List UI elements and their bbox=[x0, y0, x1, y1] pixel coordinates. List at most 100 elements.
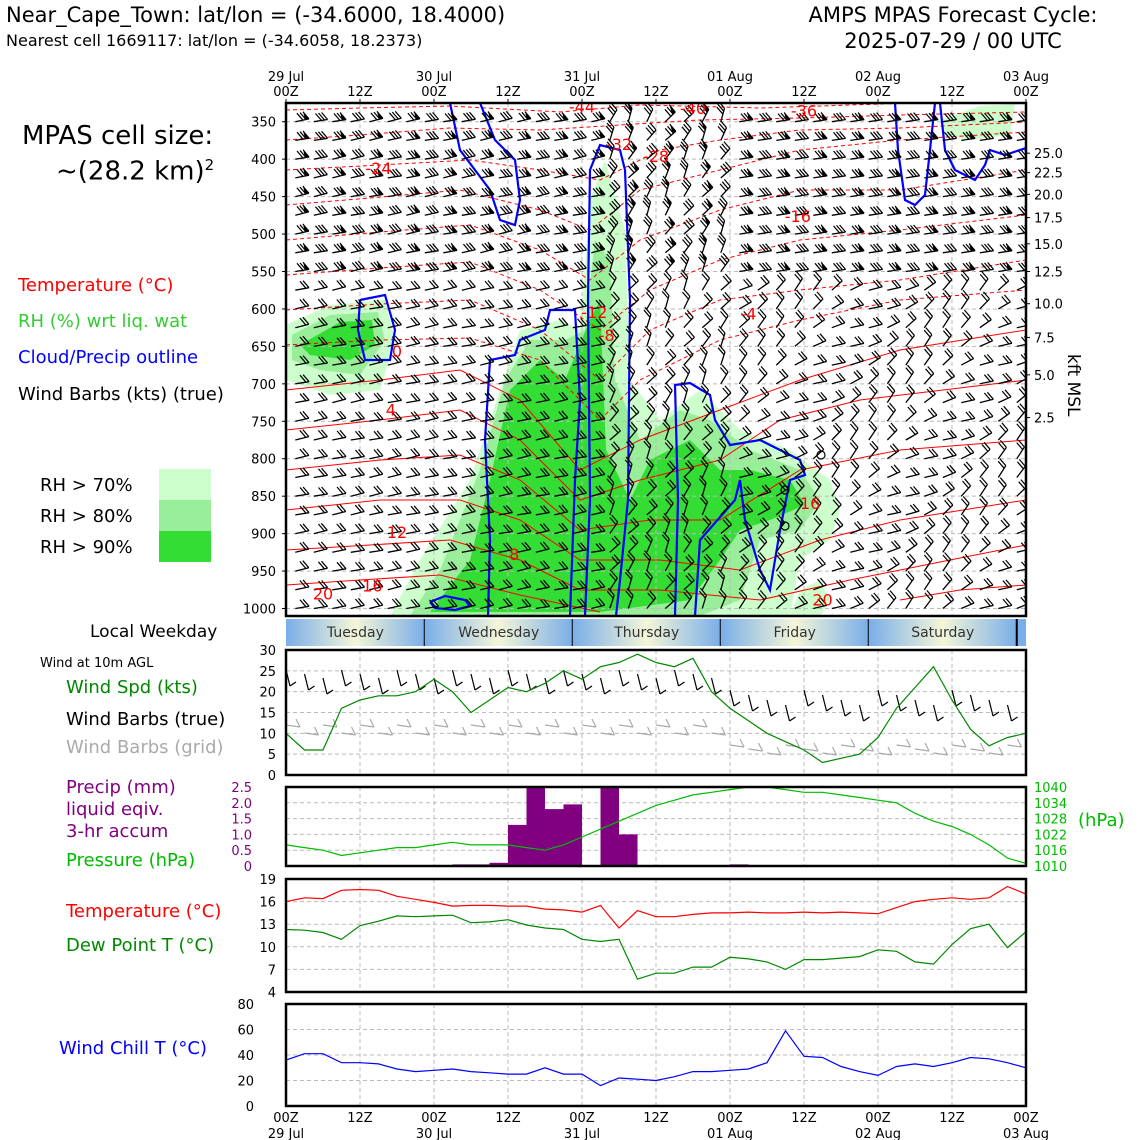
wind-barb-staff bbox=[554, 455, 569, 460]
true-wind-barb-flag bbox=[345, 681, 352, 687]
wind-barb-flag bbox=[801, 372, 809, 380]
wind-barb-pennant bbox=[340, 129, 346, 139]
wind-barb-flag bbox=[561, 373, 569, 382]
wind-barb-flag bbox=[876, 243, 884, 252]
wind-barb-flag bbox=[664, 442, 672, 450]
wind-barb-flag bbox=[339, 373, 347, 382]
wind-barb-flag bbox=[355, 299, 362, 308]
wind-barb-flag bbox=[524, 280, 532, 289]
isotherm-dashed bbox=[286, 121, 1026, 181]
wind-barb-flag bbox=[579, 598, 587, 606]
wind-barb-staff bbox=[923, 373, 935, 385]
wind-barb-staff bbox=[1016, 269, 1026, 273]
wind-barb-flag bbox=[358, 542, 366, 551]
wind-barb-flag bbox=[376, 392, 384, 401]
true-wind-barb-flag bbox=[363, 685, 371, 691]
cell-size-text: ~(28.2 km) bbox=[56, 156, 205, 187]
wind-barb-staff bbox=[813, 415, 827, 422]
wind-barb-pennant bbox=[525, 261, 532, 270]
wind-barb-staff bbox=[923, 577, 933, 591]
wind-barb-flag bbox=[339, 410, 347, 419]
wind-barb-pennant bbox=[599, 186, 606, 196]
wind-barb-flag bbox=[484, 598, 492, 607]
wind-barb-staff bbox=[332, 249, 347, 254]
wind-barb-pennant bbox=[932, 130, 939, 139]
wind-barb-flag bbox=[506, 524, 514, 532]
wind-barb-flag bbox=[913, 149, 921, 158]
wind-barb-flag bbox=[851, 150, 859, 159]
wind-barb-flag bbox=[979, 498, 987, 507]
wind-barb-staff bbox=[831, 396, 845, 404]
wind-barb-staff bbox=[886, 563, 900, 572]
wind-barb-flag bbox=[944, 499, 952, 508]
wind-barb-pennant bbox=[339, 147, 346, 157]
wind-barb-flag bbox=[317, 523, 325, 532]
wind-barb-staff bbox=[646, 108, 654, 122]
wind-barb-flag bbox=[413, 598, 421, 607]
wind-barb-flag bbox=[986, 354, 994, 362]
isotherm-label: -44 bbox=[569, 98, 595, 117]
wind-barb-flag bbox=[579, 373, 587, 381]
wind-barb-flag bbox=[942, 554, 950, 563]
wind-barb-flag bbox=[799, 131, 806, 140]
wind-barb-flag bbox=[816, 291, 824, 300]
wind-barb-staff bbox=[406, 323, 420, 329]
wind-barb-flag bbox=[908, 538, 916, 547]
wind-barb-staff bbox=[406, 586, 421, 591]
wind-barb-flag bbox=[540, 393, 547, 401]
wind-barb-flag bbox=[388, 243, 396, 252]
wind-barb-flag bbox=[717, 103, 725, 112]
wind-barb-staff bbox=[701, 145, 708, 160]
wind-barb-staff bbox=[683, 370, 691, 385]
wind-barb-staff bbox=[813, 398, 828, 404]
wind-barb-flag bbox=[542, 167, 550, 176]
wind-barb-staff bbox=[646, 505, 658, 516]
wind-barb-flag bbox=[947, 225, 954, 233]
wind-barb-flag bbox=[913, 486, 920, 494]
wind-barb-staff bbox=[313, 493, 328, 497]
wind-barb-flag bbox=[681, 403, 689, 412]
wind-barb-flag bbox=[644, 550, 651, 558]
wind-barb-flag bbox=[339, 467, 347, 476]
wind-barb-staff bbox=[979, 432, 993, 441]
wind-barb-flag bbox=[646, 236, 654, 245]
wind-barb-flag bbox=[645, 179, 652, 188]
true-wind-barb-flag bbox=[844, 711, 852, 717]
wind-barb-flag bbox=[760, 502, 768, 511]
wind-barb-flag bbox=[561, 355, 569, 364]
wind-barb-staff bbox=[461, 568, 476, 572]
wind-barb-staff bbox=[776, 137, 791, 142]
wind-barb-flag bbox=[484, 373, 492, 382]
wind-barb-flag bbox=[831, 460, 839, 469]
wind-barb-staff bbox=[350, 530, 365, 535]
wind-barb-flag bbox=[502, 561, 510, 570]
wind-barb-flag bbox=[413, 486, 421, 495]
wind-barb-flag bbox=[540, 580, 547, 589]
wind-barb-flag bbox=[876, 112, 884, 120]
wind-barb-flag bbox=[839, 131, 847, 139]
wind-barb-flag bbox=[463, 187, 470, 196]
wind-barb-pennant bbox=[784, 224, 791, 233]
wind-barb-flag bbox=[857, 560, 865, 569]
wind-barb-flag bbox=[761, 467, 769, 476]
wind-barb-flag bbox=[872, 560, 880, 569]
isotherm-label: -32 bbox=[606, 135, 632, 154]
wind-barb-flag bbox=[613, 179, 621, 188]
wind-barb-flag bbox=[950, 429, 957, 438]
wind-barb-flag bbox=[964, 446, 972, 455]
wind-barb-flag bbox=[484, 561, 492, 570]
wind-barb-flag bbox=[1020, 336, 1026, 344]
wind-barb-flag bbox=[1017, 405, 1025, 414]
top-hour-label: 00Z bbox=[1013, 85, 1039, 100]
wind-barb-flag bbox=[355, 187, 362, 196]
wind-barb-flag bbox=[607, 250, 615, 259]
wind-barb-flag bbox=[717, 200, 725, 209]
windchill-tick-label: 60 bbox=[237, 1024, 254, 1039]
wind-barb-flag bbox=[1003, 517, 1010, 526]
grid-wind-barb-flag bbox=[628, 718, 634, 728]
wind-barb-flag bbox=[521, 430, 529, 438]
wind-barb-staff bbox=[350, 248, 365, 254]
wind-barb-flag bbox=[320, 185, 328, 194]
wind-barb-flag bbox=[777, 150, 785, 159]
wind-barb-staff bbox=[461, 437, 476, 441]
